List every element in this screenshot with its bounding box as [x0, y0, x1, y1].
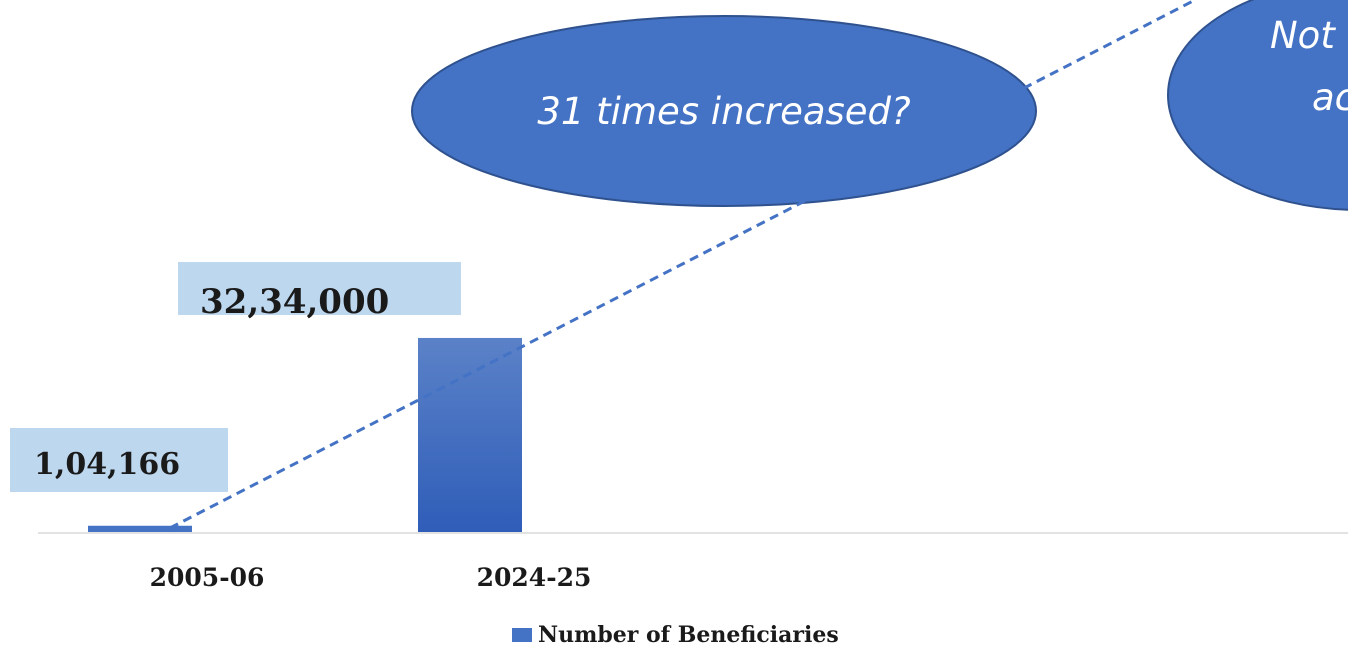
annotation-ellipse-1 [411, 15, 1037, 207]
trend-line [169, 0, 1196, 530]
tick-label-0: 2005-06 [150, 563, 265, 592]
bar-2024-25 [418, 337, 522, 532]
data-label-0: 1,04,166 [34, 447, 180, 482]
annotation-ellipse-2 [1167, 0, 1348, 211]
tick-label-1: 2024-25 [477, 563, 592, 592]
data-label-box-0 [10, 428, 228, 492]
legend: Number of Beneficiaries [512, 622, 839, 648]
bar-2005-06 [88, 525, 192, 532]
legend-swatch [512, 628, 532, 642]
legend-label: Number of Beneficiaries [538, 622, 839, 648]
data-label-box-1 [178, 262, 461, 315]
annotation-text-1: 31 times increased? [537, 90, 910, 133]
bars-group [88, 337, 522, 532]
annotation-text-2-line1: Not [1270, 14, 1336, 57]
annotation-text-2-line2: ac [1312, 76, 1348, 119]
data-label-1: 32,34,000 [200, 282, 389, 322]
